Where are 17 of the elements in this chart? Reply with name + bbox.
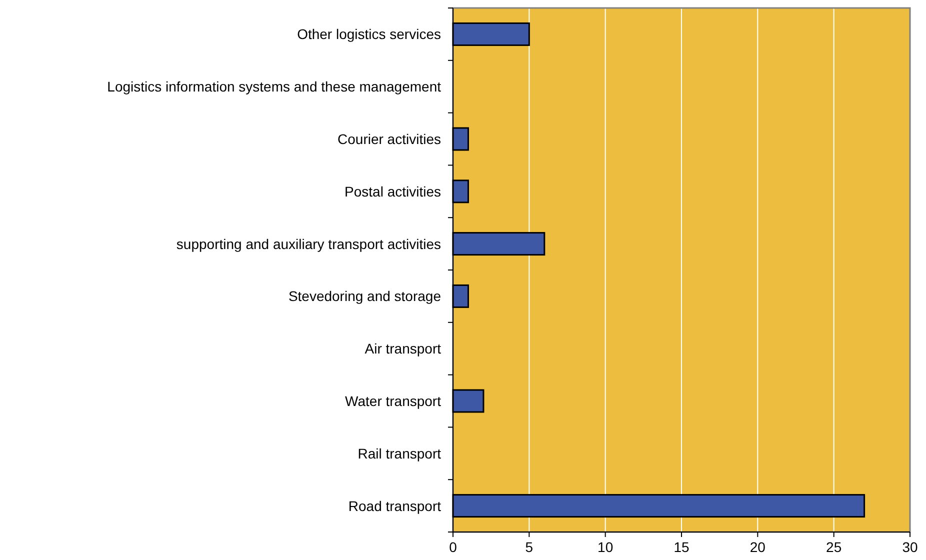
y-tick-label: Other logistics services	[297, 26, 441, 42]
y-tick-label: Air transport	[364, 340, 442, 357]
y-tick-label: Rail transport	[358, 445, 442, 462]
x-tick-label: 5	[525, 539, 534, 555]
y-tick-label: Stevedoring and storage	[288, 288, 442, 304]
x-tick-label: 25	[826, 539, 842, 555]
x-tick-label: 15	[674, 539, 690, 555]
y-tick-label: Road transport	[348, 498, 442, 514]
x-tick-label: 10	[598, 539, 614, 555]
x-tick-label: 20	[750, 539, 766, 555]
y-tick-label: Courier activities	[338, 131, 441, 147]
y-tick-label: Water transport	[345, 393, 442, 409]
x-tick-label: 30	[902, 539, 918, 555]
x-tick-label: 0	[449, 539, 458, 555]
y-tick-label: supporting and auxiliary transport activities	[176, 236, 441, 252]
y-tick-label: Logistics information systems and these management	[107, 78, 442, 95]
y-tick-label: Postal activities	[344, 183, 441, 200]
